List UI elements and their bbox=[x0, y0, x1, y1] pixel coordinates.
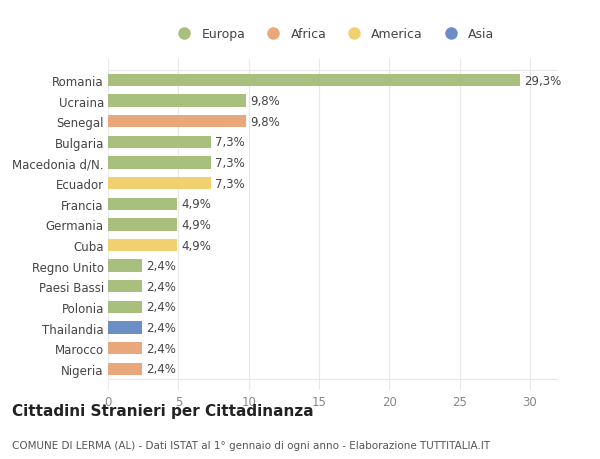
Bar bbox=[108, 342, 142, 354]
Text: 4,9%: 4,9% bbox=[181, 218, 211, 231]
Bar bbox=[108, 178, 211, 190]
Bar bbox=[108, 280, 142, 293]
Bar bbox=[108, 301, 142, 313]
Bar bbox=[108, 75, 520, 87]
Text: 9,8%: 9,8% bbox=[250, 95, 280, 108]
Text: 2,4%: 2,4% bbox=[146, 301, 176, 313]
Text: 2,4%: 2,4% bbox=[146, 280, 176, 293]
Text: 9,8%: 9,8% bbox=[250, 116, 280, 129]
Bar bbox=[108, 322, 142, 334]
Text: 2,4%: 2,4% bbox=[146, 342, 176, 355]
Text: 29,3%: 29,3% bbox=[524, 74, 562, 87]
Bar bbox=[108, 95, 246, 107]
Bar bbox=[108, 198, 177, 211]
Text: Cittadini Stranieri per Cittadinanza: Cittadini Stranieri per Cittadinanza bbox=[12, 403, 314, 418]
Text: 7,3%: 7,3% bbox=[215, 177, 245, 190]
Text: COMUNE DI LERMA (AL) - Dati ISTAT al 1° gennaio di ogni anno - Elaborazione TUTT: COMUNE DI LERMA (AL) - Dati ISTAT al 1° … bbox=[12, 440, 490, 450]
Legend: Europa, Africa, America, Asia: Europa, Africa, America, Asia bbox=[167, 23, 499, 46]
Text: 7,3%: 7,3% bbox=[215, 157, 245, 170]
Text: 4,9%: 4,9% bbox=[181, 239, 211, 252]
Bar bbox=[108, 136, 211, 149]
Bar bbox=[108, 219, 177, 231]
Text: 2,4%: 2,4% bbox=[146, 260, 176, 273]
Bar bbox=[108, 116, 246, 128]
Text: 2,4%: 2,4% bbox=[146, 363, 176, 375]
Text: 4,9%: 4,9% bbox=[181, 198, 211, 211]
Bar bbox=[108, 239, 177, 252]
Bar bbox=[108, 157, 211, 169]
Bar bbox=[108, 363, 142, 375]
Text: 7,3%: 7,3% bbox=[215, 136, 245, 149]
Text: 2,4%: 2,4% bbox=[146, 321, 176, 334]
Bar bbox=[108, 260, 142, 272]
